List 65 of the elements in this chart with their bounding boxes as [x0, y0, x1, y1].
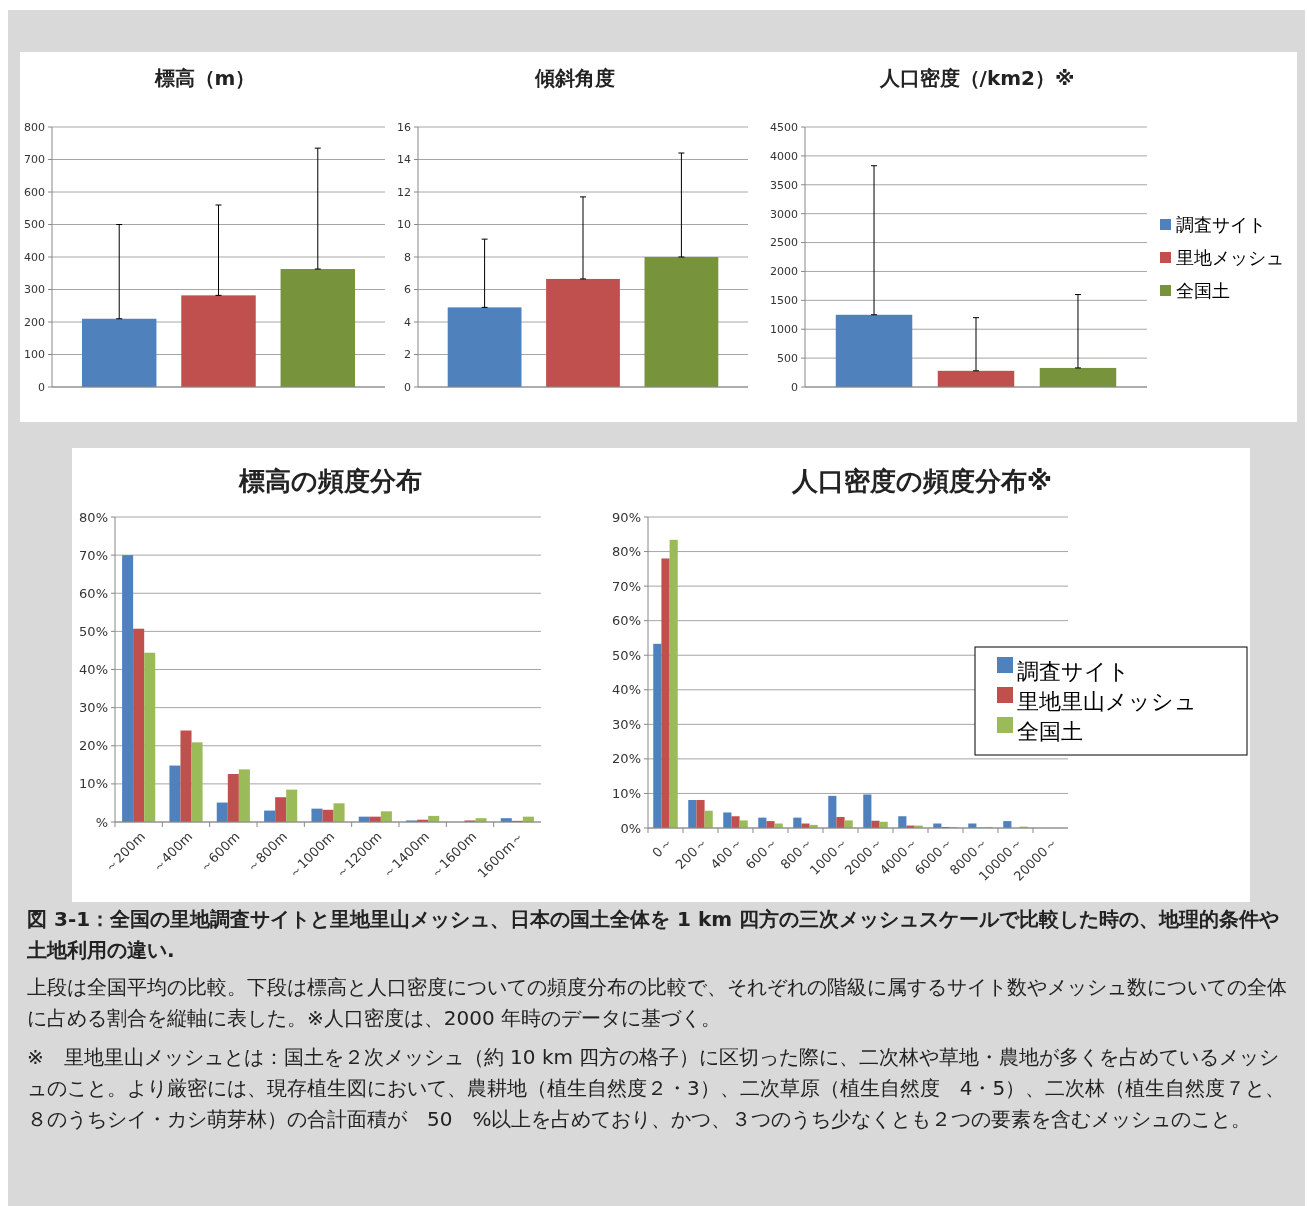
- y-tick-label: 40%: [79, 662, 108, 678]
- y-tick-label: 0%: [620, 820, 641, 836]
- y-tick-label: 300: [24, 283, 45, 297]
- caption: 図 3-1：全国の里地調査サイトと里地里山メッシュ、日本の国土全体を 1 km 四方の三次メッシュスケールで比較した時の、地理的条件や土地利用の違い.: [27, 906, 1281, 964]
- y-tick-label: 800: [24, 120, 45, 134]
- y-tick-label: 0: [791, 380, 798, 394]
- y-tick-label: 30%: [79, 700, 108, 716]
- y-tick-label: 16: [397, 120, 411, 134]
- y-tick-label: 2: [404, 348, 411, 362]
- y-tick-label: 4500: [770, 120, 798, 134]
- y-tick-label: 10%: [79, 776, 108, 792]
- legend-label: 里地里山メッシュ: [1017, 688, 1197, 714]
- y-tick-label: 3500: [770, 178, 798, 192]
- y-tick-label: 2000: [770, 265, 798, 279]
- y-tick-label: 40%: [612, 682, 641, 698]
- y-tick-label: 1000: [770, 323, 798, 337]
- x-tick-label: 400～: [707, 834, 745, 873]
- y-tick-label: 6: [404, 283, 411, 297]
- y-tick-label: 600: [24, 185, 45, 199]
- y-tick-label: 400: [24, 250, 45, 264]
- y-tick-label: 60%: [612, 613, 641, 629]
- y-tick-label: 30%: [612, 716, 641, 732]
- chart-title: 標高の頻度分布: [237, 466, 422, 496]
- y-tick-label: 90%: [612, 509, 641, 525]
- y-tick-label: 50%: [612, 647, 641, 663]
- y-tick-label: 70%: [79, 547, 108, 563]
- y-tick-label: 2500: [770, 236, 798, 250]
- legend-label: 調査サイト: [1176, 214, 1266, 236]
- y-tick-label: 700: [24, 153, 45, 167]
- legend-label: 調査サイト: [1017, 658, 1130, 684]
- y-tick-label: 80%: [79, 509, 108, 525]
- legend-label: 里地メッシュ: [1176, 247, 1284, 269]
- y-tick-label: 500: [24, 218, 45, 232]
- y-tick-label: 60%: [79, 585, 108, 601]
- legend-label: 全国土: [1176, 280, 1230, 302]
- y-tick-label: 10: [397, 218, 411, 232]
- y-tick-label: 1500: [770, 294, 798, 308]
- y-tick-label: 500: [777, 351, 798, 365]
- y-tick-label: 4000: [770, 149, 798, 163]
- chart-title: 標高（m）: [153, 66, 256, 90]
- y-tick-label: 12: [397, 185, 411, 199]
- chart-title: 人口密度（/km2）※: [878, 66, 1075, 90]
- y-tick-label: 200: [24, 315, 45, 329]
- y-tick-label: 4: [404, 315, 411, 329]
- y-tick-label: 14: [397, 153, 411, 167]
- y-tick-label: 0: [404, 380, 411, 394]
- y-tick-label: 10%: [612, 785, 641, 801]
- y-tick-label: 20%: [612, 751, 641, 767]
- y-tick-label: 8: [404, 250, 411, 264]
- x-tick-label: 600～: [742, 834, 780, 873]
- y-tick-label: 80%: [612, 544, 641, 560]
- text: 上段は全国平均の比較。下段は標高と人口密度についての頻度分布の比較で、それぞれの階級に属するサイト数やメッシュ数についての全体に占める割合を縦軸に表した。※人口密度は、2000 年時のデータに基づく。: [27, 974, 1288, 1032]
- chart-title: 人口密度の頻度分布※: [790, 466, 1053, 496]
- y-tick-label: 50%: [79, 623, 108, 639]
- legend-label: 全国土: [1017, 718, 1083, 744]
- y-tick-label: %: [95, 814, 108, 830]
- y-tick-label: 0: [38, 380, 45, 394]
- y-tick-label: 100: [24, 348, 45, 362]
- y-tick-label: 3000: [770, 207, 798, 221]
- x-tick-label: 200～: [672, 834, 710, 873]
- y-tick-label: 20%: [79, 738, 108, 754]
- text: ※ 里地里山メッシュとは：国土を２次メッシュ（約 10 km 四方の格子）に区切った際に、二次林や草地・農地が多くを占めているメッシュのこと。より厳密には、現存植生図において、農耕地（植生自然度２・3）、二次草原（植生自然度 4・5）、二次林（植生自然度７と、８のうちシイ・カシ萌芽林）の合計面積が 50 %以上を占めており、かつ、３つのうち少なくとも２つの要素を含むメッシュのこと。: [27, 1044, 1287, 1133]
- x-tick-label: 0～: [649, 834, 675, 861]
- chart-title: 傾斜角度: [534, 66, 615, 90]
- y-tick-label: 70%: [612, 578, 641, 594]
